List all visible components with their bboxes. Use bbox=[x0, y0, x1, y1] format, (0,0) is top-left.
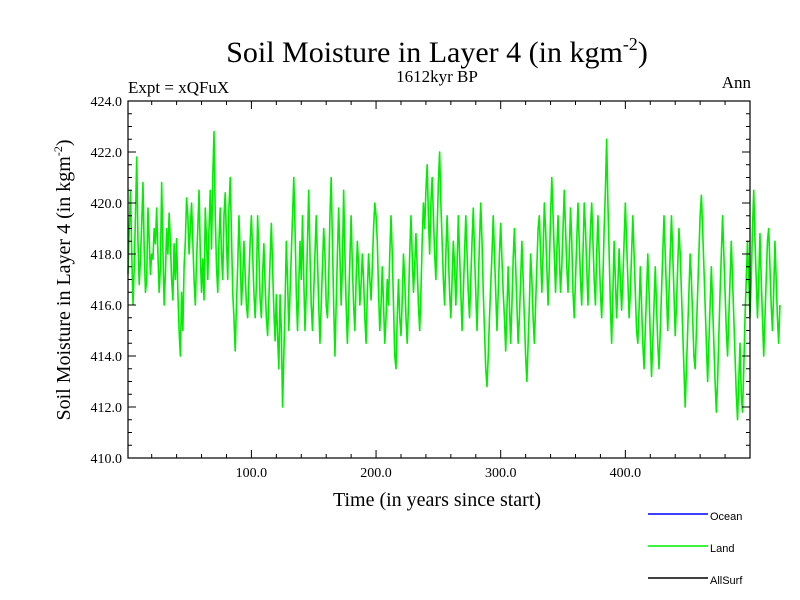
y-tick-label: 422.0 bbox=[91, 146, 123, 161]
y-axis-title-close: ) bbox=[53, 139, 75, 146]
experiment-label: Expt = xQFuX bbox=[128, 78, 229, 97]
y-tick-label: 420.0 bbox=[91, 197, 123, 212]
y-axis-title-superscript: -2 bbox=[51, 146, 65, 156]
y-tick-label: 418.0 bbox=[91, 248, 123, 263]
series-line-land bbox=[127, 130, 781, 421]
x-tick-label: 100.0 bbox=[236, 466, 268, 481]
chart-title: Soil Moisture in Layer 4 (in kgm-2) bbox=[226, 34, 648, 69]
legend-label-allsurf: AllSurf bbox=[710, 575, 743, 587]
legend-label-land: Land bbox=[710, 543, 734, 555]
y-tick-label: 416.0 bbox=[91, 299, 123, 314]
chart-title-close: ) bbox=[638, 36, 648, 69]
chart-title-superscript: -2 bbox=[623, 34, 638, 54]
y-tick-label: 424.0 bbox=[91, 95, 123, 110]
x-axis-title: Time (in years since start) bbox=[333, 489, 541, 511]
y-tick-label: 412.0 bbox=[91, 401, 123, 416]
y-tick-label: 414.0 bbox=[91, 350, 123, 365]
legend-label-ocean: Ocean bbox=[710, 511, 742, 523]
x-tick-label: 300.0 bbox=[485, 466, 517, 481]
x-tick-label: 400.0 bbox=[610, 466, 642, 481]
season-label: Ann bbox=[722, 73, 752, 92]
x-tick-label: 200.0 bbox=[360, 466, 392, 481]
chart-subtitle: 1612kyr BP bbox=[396, 67, 478, 86]
y-tick-label: 410.0 bbox=[91, 452, 123, 467]
y-axis-title: Soil Moisture in Layer 4 (in kgm-2) bbox=[51, 139, 75, 420]
